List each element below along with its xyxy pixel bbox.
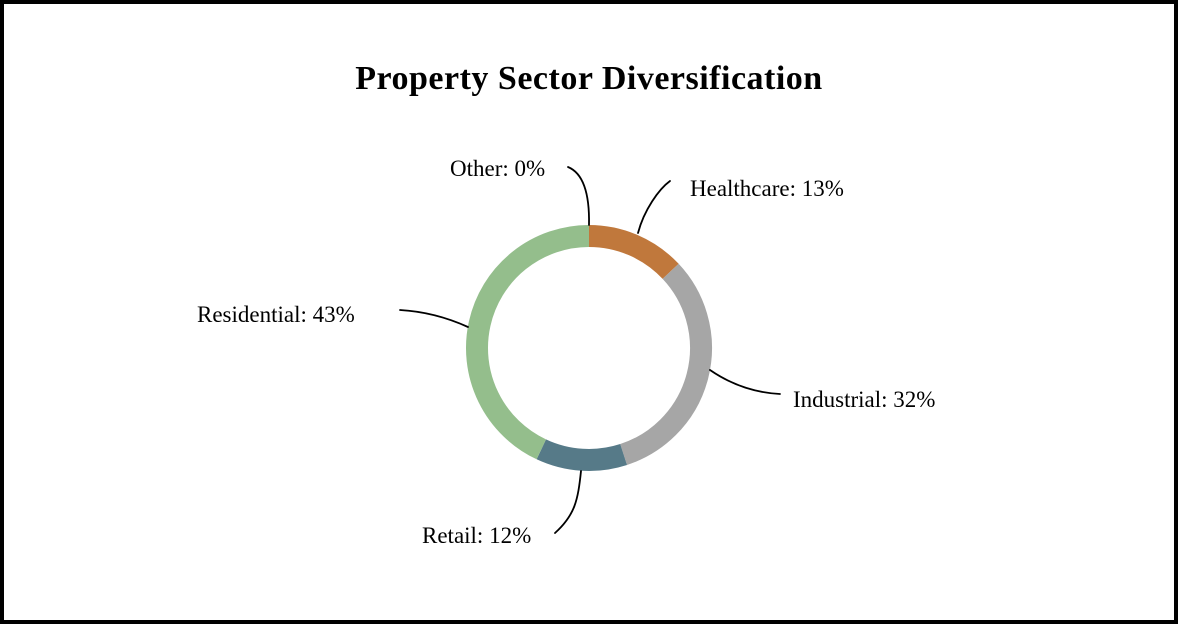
donut-segment-industrial <box>620 263 712 465</box>
donut-segment-retail <box>536 439 628 471</box>
chart-title: Property Sector Diversification <box>355 60 823 97</box>
donut-segment-residential <box>466 225 590 460</box>
segment-label-healthcare: Healthcare: 13% <box>690 176 844 201</box>
leader-line-other <box>567 166 590 226</box>
leader-line-residential <box>399 309 469 328</box>
leader-line-industrial <box>709 369 781 395</box>
segment-label-residential: Residential: 43% <box>197 302 355 327</box>
segment-label-industrial: Industrial: 32% <box>793 387 936 412</box>
segment-label-other: Other: 0% <box>450 156 546 181</box>
leader-line-healthcare <box>637 180 671 234</box>
donut-chart <box>399 166 781 534</box>
leader-line-retail <box>554 470 582 534</box>
donut-segments <box>466 225 712 471</box>
segment-label-retail: Retail: 12% <box>422 523 532 548</box>
donut-segment-healthcare <box>588 225 679 280</box>
